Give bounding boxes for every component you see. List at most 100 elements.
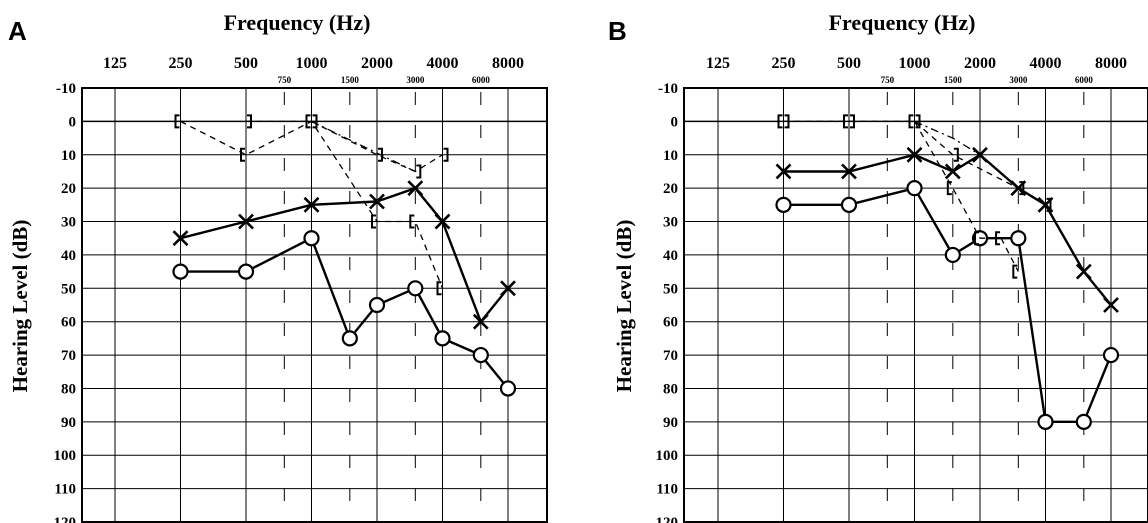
bracket-left-marker (946, 181, 952, 196)
x-tick-label: 4000 (427, 55, 459, 72)
o-marker (775, 196, 792, 213)
y-tick-label: 0 (671, 114, 679, 130)
x-tick-label: 8000 (492, 55, 524, 72)
o-marker (944, 246, 961, 264)
y-tick-label: 90 (61, 415, 76, 431)
x-marker (841, 163, 857, 180)
series-line (783, 120, 1019, 272)
y-tick-label: 40 (663, 248, 678, 264)
x-marker (369, 193, 385, 210)
bracket-left-marker (409, 214, 415, 229)
y-tick-label: 100 (54, 448, 77, 464)
o-marker (1037, 413, 1054, 430)
bracket-left-marker (174, 114, 180, 129)
bracket-left-marker (371, 214, 376, 229)
y-tick-label: 70 (61, 348, 76, 364)
x-marker (407, 180, 424, 197)
bracket-right-marker (312, 114, 318, 129)
panel-label: B (608, 16, 627, 46)
o-marker (1075, 413, 1092, 430)
x-tick-label: 2000 (361, 55, 393, 72)
y-tick-label: 110 (656, 482, 678, 498)
chart-title: Frequency (Hz) (224, 10, 371, 35)
series-line (783, 186, 1113, 423)
x-marker (1075, 263, 1092, 280)
series-line (311, 120, 416, 173)
o-marker (237, 263, 255, 280)
o-marker (303, 230, 320, 247)
y-tick-label: 110 (54, 482, 76, 498)
y-tick-label: 30 (663, 215, 678, 231)
o-marker (368, 296, 386, 314)
o-marker (1010, 230, 1027, 247)
y-tick-label: 80 (663, 381, 678, 397)
o-marker (472, 346, 489, 364)
bracket-right-marker (953, 147, 959, 162)
x-tick-label: 1000 (296, 55, 328, 72)
x-minor-tick-label: 3000 (1009, 75, 1028, 85)
x-marker (944, 163, 961, 180)
o-marker (172, 263, 189, 280)
audiogram-panel-b: -10 0 10 20 30 40 50 60 70 80 90 100 110 120 125 250 500… (656, 55, 1148, 523)
bracket-left-marker (995, 231, 1001, 246)
y-tick-label: 10 (663, 148, 678, 164)
y-tick-label: 40 (61, 248, 76, 264)
x-minor-tick-label: 1500 (944, 75, 963, 85)
y-tick-label: 20 (663, 181, 678, 197)
x-marker (472, 313, 489, 330)
bracket-left-marker (305, 114, 311, 129)
bracket-left-marker (974, 231, 979, 246)
o-marker (434, 330, 451, 347)
y-tick-label: 120 (656, 515, 679, 523)
x-marker (500, 280, 516, 297)
y-tick-label: 20 (61, 181, 76, 197)
y-tick-label: 90 (663, 415, 678, 431)
o-marker (906, 180, 923, 197)
x-minor-tick-label: 6000 (1075, 75, 1094, 85)
series-line (914, 120, 1019, 189)
y-tick-label: 50 (663, 281, 678, 297)
bracket-left-marker (777, 114, 783, 129)
x-minor-tick-label: 750 (278, 75, 292, 85)
series-line (246, 120, 443, 173)
series-line (783, 120, 1046, 206)
x-marker (1103, 297, 1119, 313)
x-tick-label: 4000 (1030, 55, 1062, 72)
y-tick-label: 50 (61, 281, 76, 297)
x-marker (172, 230, 189, 247)
o-marker (341, 330, 358, 347)
y-tick-label: 70 (663, 348, 678, 364)
y-tick-label: 80 (61, 381, 76, 397)
x-marker (434, 213, 451, 230)
x-minor-tick-label: 6000 (472, 75, 491, 85)
o-marker (840, 196, 858, 213)
x-tick-label: 2000 (964, 55, 996, 72)
y-tick-label: 60 (663, 315, 678, 331)
x-marker (238, 213, 254, 230)
y-axis-label: Hearing Level (dB) (612, 220, 636, 393)
y-tick-label: 120 (54, 515, 77, 523)
x-marker (303, 196, 320, 213)
chart-title: Frequency (Hz) (829, 10, 976, 35)
x-marker (775, 163, 792, 180)
x-tick-label: 8000 (1095, 55, 1127, 72)
y-tick-label: 100 (656, 448, 679, 464)
bracket-left-marker (436, 281, 442, 296)
bracket-left-marker (843, 114, 848, 129)
y-tick-label: 0 (69, 114, 77, 130)
bracket-left-marker (1012, 264, 1018, 279)
bracket-right-marker (247, 114, 252, 129)
x-tick-label: 250 (772, 55, 796, 72)
o-marker (499, 380, 517, 397)
series-line (180, 236, 509, 390)
y-axis-label: Hearing Level (dB) (8, 220, 32, 393)
y-tick-label: 10 (61, 148, 76, 164)
x-tick-label: 500 (234, 55, 258, 72)
bracket-right-marker (443, 147, 449, 162)
x-marker (906, 146, 923, 163)
x-tick-label: 1000 (899, 55, 931, 72)
bracket-right-marker (1046, 197, 1052, 212)
bracket-right-marker (1019, 181, 1025, 196)
y-tick-label: 60 (61, 315, 76, 331)
